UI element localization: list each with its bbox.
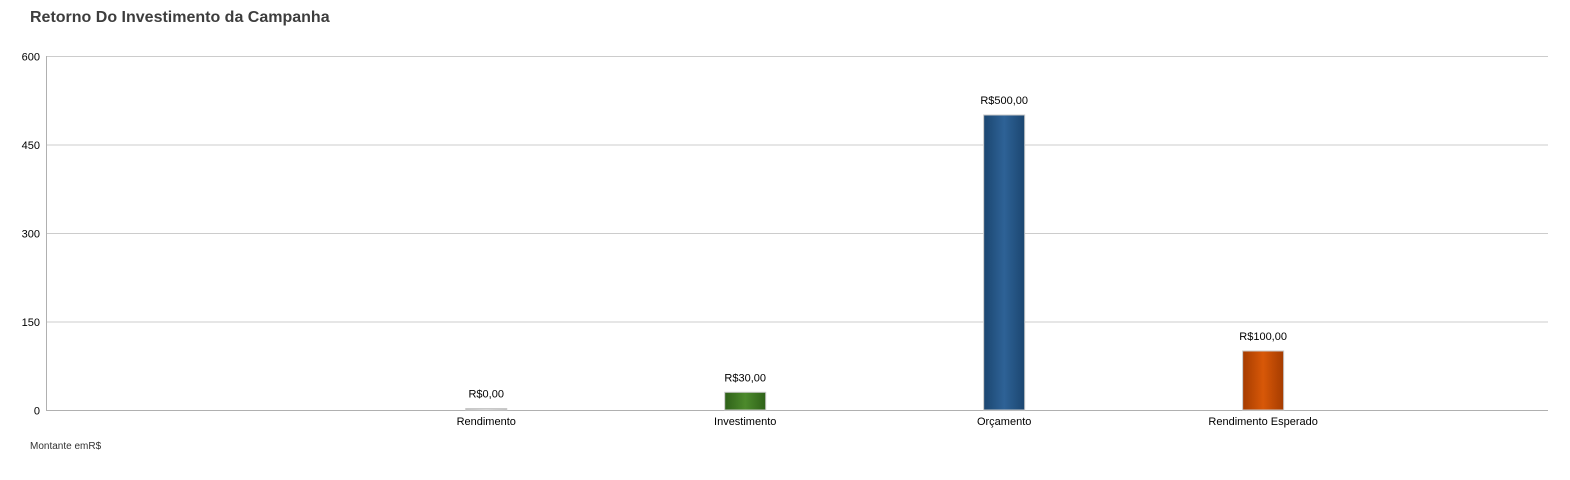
bar-rendimento bbox=[465, 408, 508, 411]
labels: 0 150 300 450 600 R$0,00 Rendimento R$30,00 Inve… bbox=[22, 52, 1318, 429]
x-tick-label: Orçamento bbox=[977, 416, 1031, 428]
data-label: R$500,00 bbox=[980, 95, 1028, 107]
y-tick-label: 600 bbox=[22, 52, 40, 64]
data-label: R$0,00 bbox=[468, 389, 503, 401]
y-tick-label: 450 bbox=[22, 140, 40, 152]
grid-lines bbox=[46, 56, 1548, 411]
data-label: R$100,00 bbox=[1239, 331, 1287, 343]
x-tick-label: Investimento bbox=[714, 416, 776, 428]
y-tick-label: 0 bbox=[34, 406, 40, 418]
bar-orçamento bbox=[983, 114, 1026, 411]
bar-investimento bbox=[724, 391, 767, 411]
chart-title: Retorno Do Investimento da Campanha bbox=[30, 9, 330, 26]
y-tick-label: 300 bbox=[22, 229, 40, 241]
x-tick-label: Rendimento bbox=[457, 416, 516, 428]
y-tick-label: 150 bbox=[22, 317, 40, 329]
data-label: R$30,00 bbox=[724, 372, 766, 384]
bars bbox=[465, 114, 1285, 411]
x-tick-label: Rendimento Esperado bbox=[1208, 416, 1317, 428]
bar-rendimento-esperado bbox=[1242, 350, 1285, 411]
chart-footnote: Montante emR$ bbox=[30, 441, 102, 452]
